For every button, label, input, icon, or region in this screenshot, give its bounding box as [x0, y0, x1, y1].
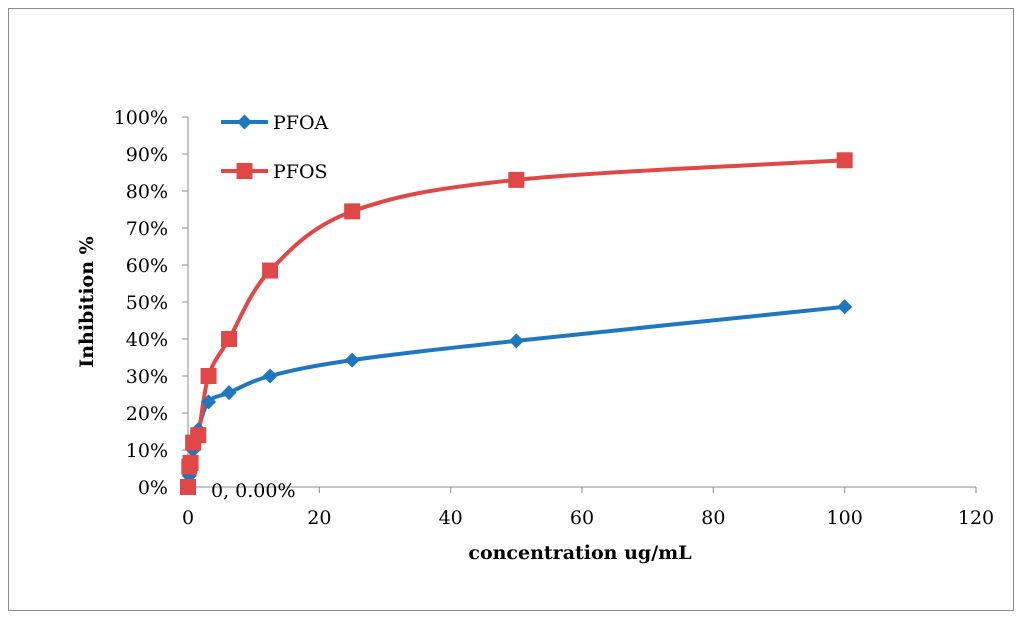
x-tick-labels: 0 20 40 60 80 100 120	[182, 507, 994, 529]
x-tick-label: 40	[439, 507, 463, 529]
x-tick-label: 60	[570, 507, 594, 529]
pfos-point	[190, 427, 207, 444]
pfos-point	[221, 331, 238, 347]
y-tick-label: 10%	[126, 440, 168, 462]
pfos-point	[344, 203, 361, 220]
x-tick-label: 120	[958, 507, 994, 529]
y-tick-label: 60%	[126, 255, 168, 277]
legend: PFOA PFOS	[221, 112, 329, 183]
pfos-point	[836, 152, 853, 169]
pfoa-point	[262, 368, 278, 384]
y-tick-label: 30%	[126, 366, 168, 388]
pfos-point	[200, 368, 217, 384]
y-tick-label: 80%	[126, 181, 168, 203]
x-tick-label: 100	[827, 507, 863, 529]
y-tick-label: 0%	[138, 477, 168, 499]
x-tick-label: 0	[182, 507, 194, 529]
pfoa-point	[221, 385, 237, 401]
pfoa-point	[837, 299, 853, 315]
pfos-point	[508, 171, 525, 188]
x-tick-label: 80	[701, 507, 725, 529]
legend-pfoa-label: PFOA	[273, 112, 329, 134]
pfos-line	[186, 158, 845, 488]
x-tick-label: 20	[307, 507, 331, 529]
legend-pfos-label: PFOS	[273, 161, 328, 183]
y-tick-label: 90%	[126, 144, 168, 166]
legend-pfoa-marker	[237, 114, 252, 130]
legend-pfos-marker	[236, 163, 253, 179]
pfoa-point	[344, 352, 360, 368]
y-tick-label: 20%	[126, 403, 168, 425]
pfos-point	[182, 454, 199, 471]
y-tick-label: 100%	[114, 107, 168, 129]
x-axis-title: concentration ug/mL	[468, 542, 691, 564]
axes	[182, 116, 977, 493]
y-tick-labels: 0% 10% 20% 30% 40% 50% 60% 70% 80% 90% 100%	[114, 107, 168, 499]
series-markers	[180, 152, 853, 495]
series-lines	[186, 158, 845, 488]
pfoa-point	[508, 333, 524, 349]
pfos-point	[180, 479, 196, 495]
y-tick-label: 40%	[126, 329, 168, 351]
pfoa-point	[201, 394, 217, 410]
pfos-point	[262, 262, 279, 279]
y-tick-label: 50%	[126, 292, 168, 314]
annotation-label: 0, 0.00%	[211, 480, 296, 502]
y-axis-title: Inhibition %	[76, 236, 98, 367]
y-tick-label: 70%	[126, 218, 168, 240]
